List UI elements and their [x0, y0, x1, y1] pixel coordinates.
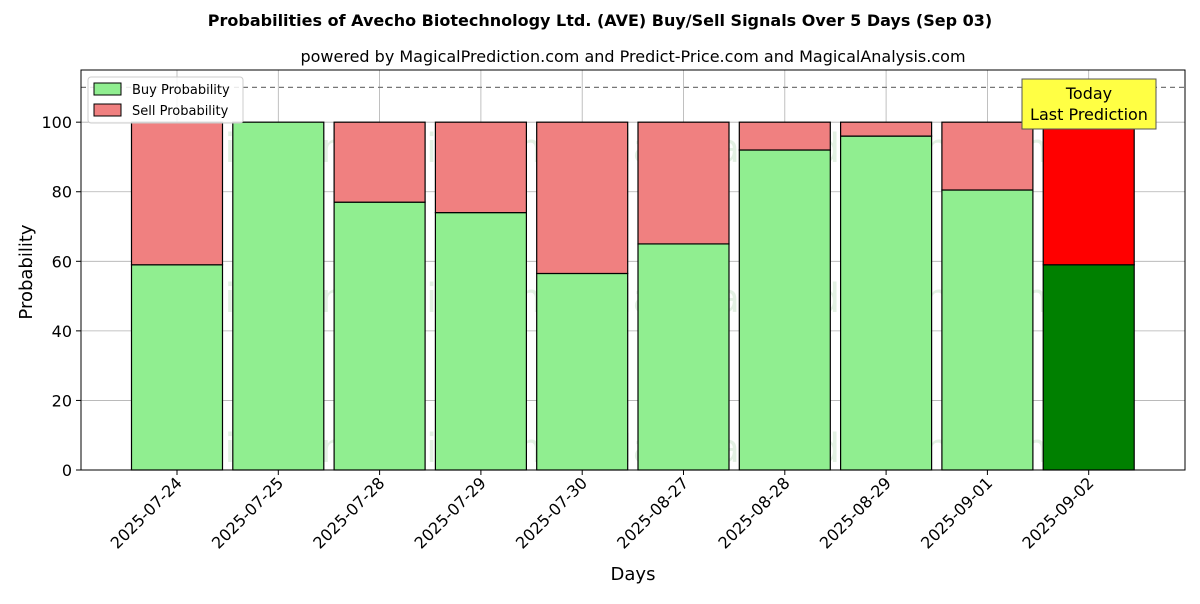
x-tick-label: 2025-09-01 [917, 473, 996, 552]
buy-bar [738, 149, 831, 471]
sell-bar [536, 121, 629, 275]
buy-bar [434, 212, 527, 471]
y-axis-label: Probability [16, 224, 37, 319]
buy-bar [333, 201, 426, 471]
annotation-line1: Today [1065, 84, 1112, 103]
y-tick-label: 0 [62, 461, 72, 480]
x-tick-label: 2025-07-28 [309, 473, 388, 552]
annotation-line2: Last Prediction [1030, 105, 1148, 124]
sell-bar [130, 121, 224, 266]
x-tick-label: 2025-07-24 [107, 473, 186, 552]
legend-label-sell: Sell Probability [132, 104, 229, 119]
buy-bar [536, 272, 629, 471]
y-tick-label: 100 [41, 113, 72, 132]
chart-title: Probabilities of Avecho Biotechnology Lt… [208, 11, 992, 30]
x-tick-label: 2025-08-28 [714, 473, 793, 552]
x-tick-label: 2025-08-27 [613, 473, 692, 552]
y-tick-label: 20 [52, 391, 72, 410]
y-tick-label: 80 [52, 183, 72, 202]
y-tick-label: 40 [52, 322, 72, 341]
sell-bar [434, 121, 527, 214]
buy-bar [130, 264, 224, 471]
sell-bar [941, 121, 1034, 191]
x-tick-label: 2025-07-30 [512, 473, 591, 552]
annotation-box [1021, 78, 1157, 130]
plot-area: MagicalAnalysis.comMagicalPrediction.com… [41, 69, 1186, 553]
legend-label-buy: Buy Probability [132, 83, 230, 98]
buy-bar [232, 121, 325, 471]
buy-bar [941, 189, 1034, 471]
x-axis-label: Days [611, 564, 656, 585]
chart-subtitle: powered by MagicalPrediction.com and Pre… [300, 47, 965, 66]
buy-bar [1042, 264, 1135, 471]
y-tick-label: 60 [52, 252, 72, 271]
x-tick-label: 2025-09-02 [1018, 473, 1097, 552]
sell-bar [333, 121, 426, 203]
sell-bar [637, 121, 730, 245]
legend-box [87, 76, 244, 124]
legend-swatch-sell [93, 103, 122, 117]
buy-bar [637, 243, 730, 471]
x-tick-label: 2025-08-29 [816, 473, 895, 552]
plot-frame [80, 69, 1186, 471]
buy-bar [839, 135, 933, 471]
legend-swatch-buy [93, 82, 122, 96]
x-tick-label: 2025-07-25 [208, 473, 287, 552]
sell-bar [738, 121, 831, 151]
x-tick-label: 2025-07-29 [411, 473, 490, 552]
sell-bar [839, 121, 933, 137]
sell-bar [1042, 121, 1135, 266]
